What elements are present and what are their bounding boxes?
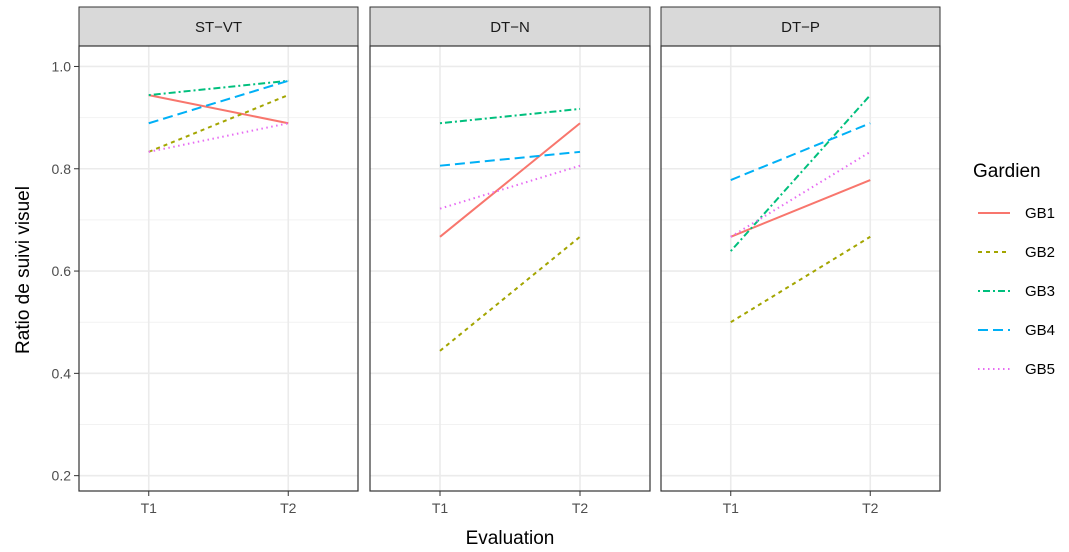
y-tick-label: 0.8 [52, 161, 72, 177]
y-tick-label: 0.4 [52, 365, 72, 381]
panel-title: DT−N [490, 19, 530, 36]
legend-label: GB2 [1025, 244, 1055, 261]
series-line-gb5 [148, 122, 289, 153]
series-line-gb3 [148, 79, 289, 97]
panel-border [660, 45, 941, 492]
panel-plot-area [79, 46, 358, 491]
series-line-gb1 [148, 94, 289, 125]
x-axis-title: Evaluation [466, 528, 555, 549]
panels: ST−VT DT−N DT−P [78, 6, 941, 492]
x-tick-label: T2 [280, 500, 297, 516]
series-line-gb4 [730, 122, 871, 181]
series-line-gb5 [730, 151, 871, 238]
series-line-gb4 [148, 79, 289, 125]
x-axis-ticks: T1 T2 T1 T2 T1 T2 [141, 491, 879, 516]
legend: Gardien GB1 GB2 GB3 GB4 GB5 [973, 161, 1055, 378]
series-line-gb2 [730, 235, 871, 324]
panel-title: ST−VT [195, 19, 242, 36]
panel-title: DT−P [781, 19, 820, 36]
x-tick-label: T2 [862, 500, 879, 516]
legend-label: GB5 [1025, 361, 1055, 378]
panel-strip [78, 6, 359, 47]
x-tick-label: T1 [432, 500, 449, 516]
panel-2: DT−N [369, 6, 651, 492]
legend-item-gb4: GB4 [978, 322, 1055, 339]
series-line-gb3 [439, 107, 581, 125]
panel-1: ST−VT [78, 6, 359, 492]
panel-strip [369, 6, 651, 47]
series-line-gb3 [730, 94, 871, 252]
y-axis-ticks: 0.2 0.4 0.6 0.8 1.0 [52, 58, 79, 484]
panel-3: DT−P [660, 6, 941, 492]
legend-item-gb2: GB2 [978, 244, 1055, 261]
panel-strip [660, 6, 941, 47]
y-tick-label: 0.6 [52, 263, 72, 279]
panel-border [78, 45, 359, 492]
legend-item-gb3: GB3 [978, 283, 1055, 300]
x-tick-label: T1 [141, 500, 158, 516]
series-line-gb1 [730, 179, 871, 238]
x-tick-label: T2 [572, 500, 589, 516]
panel-plot-area [661, 46, 940, 491]
series-line-gb1 [439, 122, 581, 238]
legend-item-gb5: GB5 [978, 361, 1055, 378]
legend-title: Gardien [973, 161, 1041, 182]
series-line-gb4 [439, 150, 581, 167]
series-line-gb2 [148, 94, 289, 153]
y-axis-title: Ratio de suivi visuel [13, 186, 34, 354]
panel-plot-area [370, 46, 650, 491]
legend-label: GB1 [1025, 205, 1055, 222]
x-tick-label: T1 [723, 500, 740, 516]
legend-item-gb1: GB1 [978, 205, 1055, 222]
panel-border [369, 45, 651, 492]
legend-label: GB3 [1025, 283, 1055, 300]
legend-label: GB4 [1025, 322, 1055, 339]
y-tick-label: 0.2 [52, 468, 72, 484]
series-line-gb2 [439, 236, 581, 352]
y-tick-label: 1.0 [52, 58, 72, 74]
